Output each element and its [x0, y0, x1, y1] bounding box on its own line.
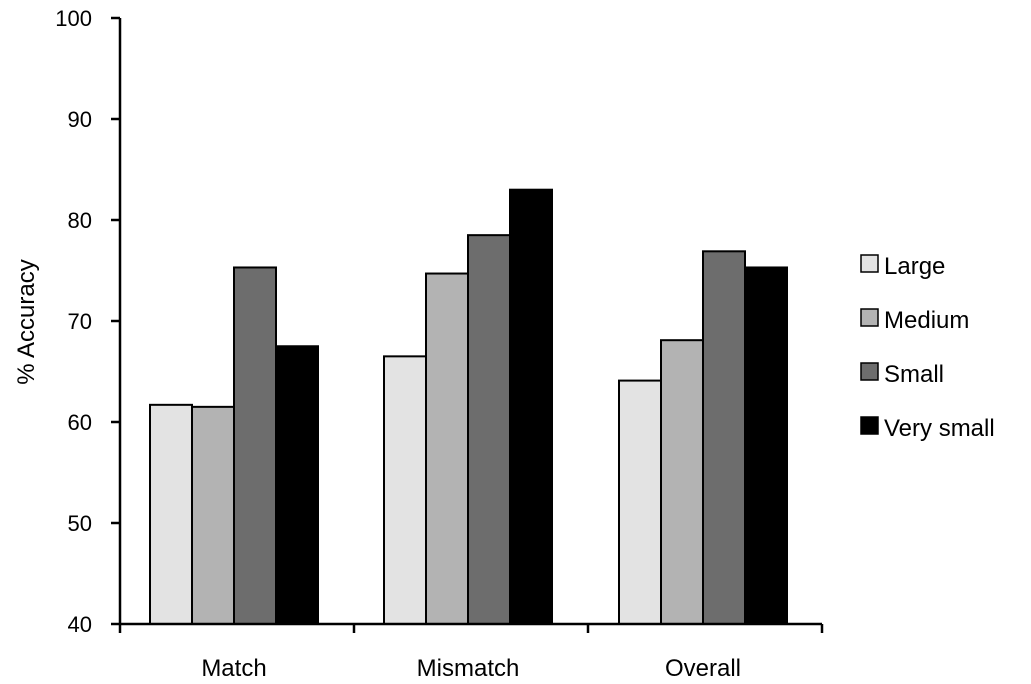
- legend-label-medium: Medium: [884, 307, 969, 334]
- y-tick-label-90: 90: [68, 107, 92, 132]
- x-axis: Match Mismatch Overall: [118, 622, 824, 682]
- legend-swatch-very-small: [860, 416, 879, 435]
- bar-mismatch-small: [467, 234, 511, 625]
- bar-overall-large: [618, 379, 662, 625]
- y-tick-label-60: 60: [68, 410, 92, 435]
- x-tick-label-match: Match: [201, 655, 266, 682]
- bars-layer: [149, 188, 788, 625]
- legend-swatch-large: [860, 254, 879, 273]
- bar-overall-very-small: [744, 266, 788, 625]
- legend: Large Medium Small Very small: [860, 253, 995, 442]
- y-tick-label-70: 70: [68, 309, 92, 334]
- legend-swatch-medium: [860, 308, 879, 327]
- bar-match-small: [233, 266, 277, 625]
- y-axis-title: % Accuracy: [13, 259, 40, 384]
- y-tick-label-100: 100: [55, 6, 92, 31]
- y-tick-label-80: 80: [68, 208, 92, 233]
- y-tick-label-50: 50: [68, 511, 92, 536]
- legend-label-large: Large: [884, 253, 945, 280]
- bar-overall-medium: [660, 339, 704, 625]
- legend-swatch-small: [860, 362, 879, 381]
- x-tick-label-mismatch: Mismatch: [417, 655, 520, 682]
- bar-mismatch-large: [383, 355, 427, 625]
- x-tick-label-overall: Overall: [665, 655, 741, 682]
- legend-label-small: Small: [884, 361, 944, 388]
- legend-label-very-small: Very small: [884, 415, 995, 442]
- y-axis: 40 50 60 70 80 90 100: [55, 6, 122, 637]
- bar-match-large: [149, 403, 193, 625]
- bar-mismatch-very-small: [509, 188, 553, 625]
- bar-mismatch-medium: [425, 272, 469, 625]
- y-tick-label-40: 40: [68, 612, 92, 637]
- bar-overall-small: [702, 250, 746, 625]
- bar-match-medium: [191, 405, 235, 625]
- bar-match-very-small: [275, 345, 319, 625]
